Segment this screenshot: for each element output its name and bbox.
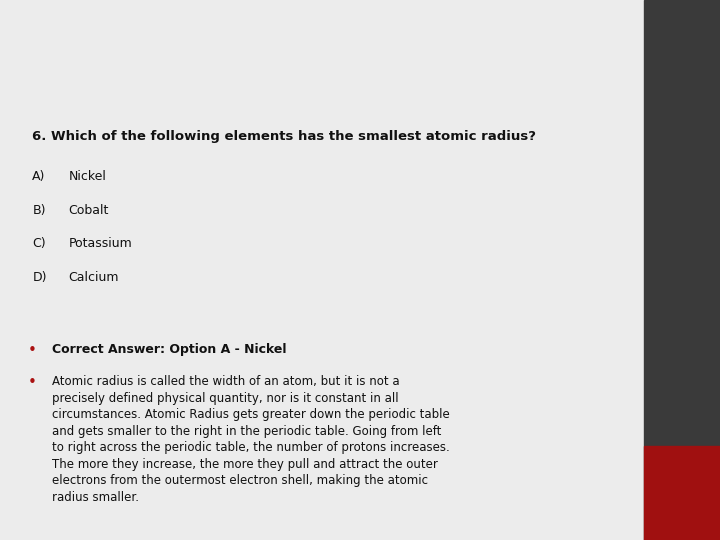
Text: C): C) [32,237,46,250]
Text: Calcium: Calcium [68,271,119,284]
Text: D): D) [32,271,47,284]
Text: •: • [27,375,36,390]
Text: Cobalt: Cobalt [68,204,109,217]
Text: Potassium: Potassium [68,237,132,250]
Bar [644,0,720,540]
Text: 6. Which of the following elements has the smallest atomic radius?: 6. Which of the following elements has t… [32,130,536,143]
Text: Correct Answer: Option A - Nickel: Correct Answer: Option A - Nickel [52,343,287,356]
Text: A): A) [32,170,46,183]
Text: •: • [27,343,36,358]
Text: B): B) [32,204,46,217]
Text: Atomic radius is called the width of an atom, but it is not a
precisely defined : Atomic radius is called the width of an … [52,375,449,504]
Bar [644,446,720,540]
Text: Nickel: Nickel [68,170,107,183]
